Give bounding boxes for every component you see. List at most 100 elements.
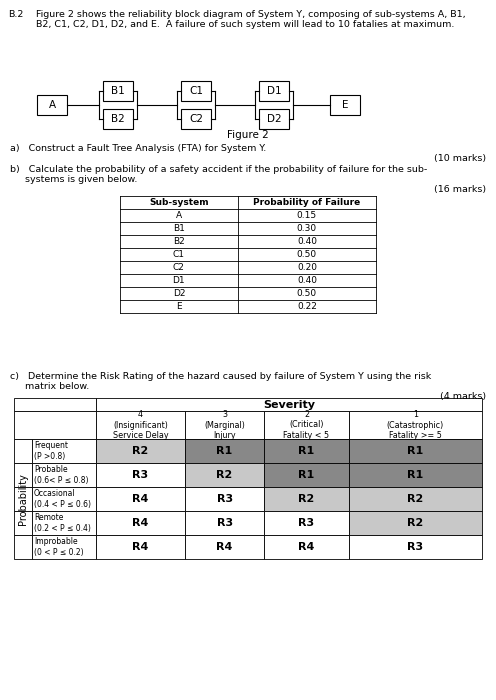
Bar (32, 463, 96, 487)
Text: Frequent
(P >0.8): Frequent (P >0.8) (34, 441, 68, 461)
Bar (264, 463, 349, 487)
Text: R3: R3 (407, 542, 424, 552)
Bar (96, 411, 185, 439)
Text: D1: D1 (173, 276, 185, 285)
Bar (264, 487, 349, 511)
Bar (330, 95, 360, 115)
Bar (349, 511, 482, 535)
Bar (185, 439, 264, 463)
Bar (185, 411, 264, 439)
Text: C2: C2 (189, 114, 203, 124)
Text: Severity: Severity (263, 400, 315, 410)
Text: Occasional
(0.4 < P ≤ 0.6): Occasional (0.4 < P ≤ 0.6) (34, 489, 91, 509)
Text: Probability of Failure: Probability of Failure (253, 198, 361, 207)
Text: (4 marks): (4 marks) (440, 392, 486, 401)
Bar (349, 463, 482, 487)
Bar (14, 439, 32, 463)
Text: R3: R3 (217, 494, 233, 504)
Text: R1: R1 (299, 446, 314, 456)
Text: 0.22: 0.22 (297, 302, 317, 311)
Text: R3: R3 (217, 518, 233, 528)
Bar (32, 439, 96, 463)
Text: Probability: Probability (18, 473, 28, 525)
Text: R1: R1 (407, 470, 424, 480)
Text: a)   Construct a Fault Tree Analysis (FTA) for System Y.: a) Construct a Fault Tree Analysis (FTA)… (10, 144, 266, 153)
Text: Sub-system: Sub-system (149, 198, 209, 207)
Bar (14, 535, 32, 559)
Text: 4
(Insignificant)
Service Delay: 4 (Insignificant) Service Delay (113, 410, 168, 440)
Text: R1: R1 (299, 470, 314, 480)
Text: C1: C1 (189, 86, 203, 96)
Text: C1: C1 (173, 250, 185, 259)
Bar (14, 411, 96, 439)
Text: C2: C2 (173, 263, 185, 272)
Text: A: A (176, 211, 182, 220)
Bar (349, 439, 482, 463)
Text: R2: R2 (407, 494, 424, 504)
Bar (96, 398, 482, 411)
Text: 0.40: 0.40 (297, 237, 317, 246)
Text: B2, C1, C2, D1, D2, and E.  A failure of such system will lead to 10 fatalies at: B2, C1, C2, D1, D2, and E. A failure of … (36, 20, 454, 29)
Text: 0.30: 0.30 (297, 224, 317, 233)
Text: B1: B1 (111, 86, 125, 96)
Bar (14, 463, 32, 487)
Text: R2: R2 (407, 518, 424, 528)
Text: b)   Calculate the probability of a safety accident if the probability of failur: b) Calculate the probability of a safety… (10, 165, 427, 174)
Text: (10 marks): (10 marks) (434, 154, 486, 163)
Bar (14, 487, 32, 511)
Bar (349, 411, 482, 439)
Text: R4: R4 (216, 542, 233, 552)
Text: E: E (176, 302, 182, 311)
Bar (349, 535, 482, 559)
Text: R3: R3 (132, 470, 148, 480)
Text: R4: R4 (132, 542, 148, 552)
Bar (96, 487, 185, 511)
Bar (96, 439, 185, 463)
Bar (96, 511, 185, 535)
Bar (37, 95, 67, 115)
Text: Figure 2 shows the reliability block diagram of System Y, composing of sub-syste: Figure 2 shows the reliability block dia… (36, 10, 466, 19)
Text: D2: D2 (173, 289, 185, 298)
Text: 0.15: 0.15 (297, 211, 317, 220)
Bar (103, 109, 133, 129)
Text: Remote
(0.2 < P ≤ 0.4): Remote (0.2 < P ≤ 0.4) (34, 513, 91, 533)
Text: Figure 2: Figure 2 (227, 130, 269, 140)
Bar (32, 535, 96, 559)
Text: B1: B1 (173, 224, 185, 233)
Bar (32, 511, 96, 535)
Text: 0.50: 0.50 (297, 289, 317, 298)
Bar (264, 511, 349, 535)
Text: B.2: B.2 (8, 10, 23, 19)
Bar (259, 109, 289, 129)
Text: Improbable
(0 < P ≤ 0.2): Improbable (0 < P ≤ 0.2) (34, 538, 83, 556)
Text: R2: R2 (132, 446, 148, 456)
Bar (264, 535, 349, 559)
Text: 2
(Critical)
Fatality < 5: 2 (Critical) Fatality < 5 (283, 410, 329, 440)
Bar (14, 398, 96, 411)
Text: (16 marks): (16 marks) (434, 185, 486, 194)
Text: R1: R1 (407, 446, 424, 456)
Bar (96, 535, 185, 559)
Bar (185, 511, 264, 535)
Text: R4: R4 (132, 494, 148, 504)
Text: D1: D1 (267, 86, 281, 96)
Bar (103, 81, 133, 101)
Text: A: A (49, 100, 56, 110)
Bar (264, 439, 349, 463)
Text: systems is given below.: systems is given below. (10, 175, 137, 184)
Text: c)   Determine the Risk Rating of the hazard caused by failure of System Y using: c) Determine the Risk Rating of the haza… (10, 372, 431, 381)
Text: matrix below.: matrix below. (10, 382, 89, 391)
Text: 3
(Marginal)
Injury: 3 (Marginal) Injury (204, 410, 245, 440)
Bar (349, 487, 482, 511)
Bar (185, 535, 264, 559)
Bar (185, 463, 264, 487)
Bar (185, 487, 264, 511)
Bar (264, 411, 349, 439)
Bar (96, 463, 185, 487)
Text: R1: R1 (216, 446, 233, 456)
Text: R3: R3 (299, 518, 314, 528)
Text: 0.40: 0.40 (297, 276, 317, 285)
Text: R2: R2 (216, 470, 233, 480)
Bar (181, 109, 211, 129)
Text: B2: B2 (111, 114, 125, 124)
